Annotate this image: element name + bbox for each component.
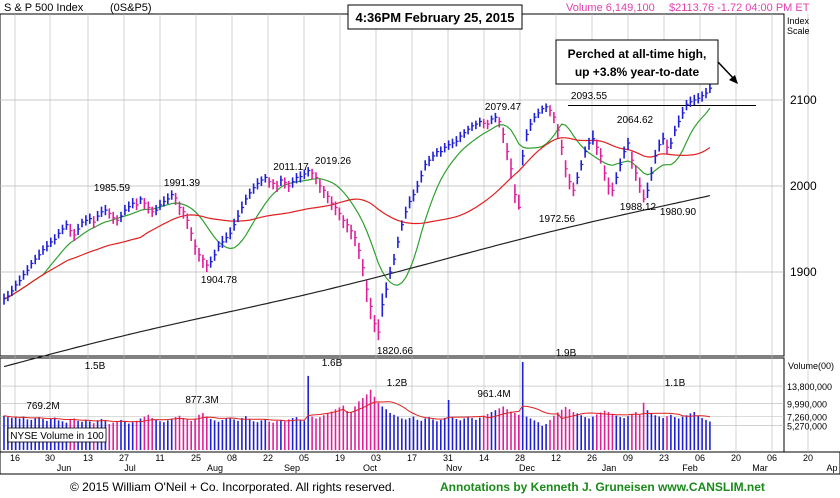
copyright: © 2015 William O'Neil + Co. Incorporated… — [70, 480, 395, 494]
x-day-label: 16 — [10, 453, 20, 463]
x-day-label: 19 — [335, 453, 345, 463]
price-label: 2079.47 — [485, 102, 522, 113]
index-scale-label-2: Scale — [787, 26, 810, 36]
x-month-label: Jul — [124, 463, 136, 473]
x-day-label: 28 — [515, 453, 525, 463]
price-label: 2093.55 — [571, 91, 608, 102]
volume-ma-line — [3, 401, 710, 423]
volume-label: 961.4M — [477, 389, 510, 400]
volume-tick-label: 9,990,000 — [787, 400, 827, 410]
footer: © 2015 William O'Neil + Co. Incorporated… — [0, 476, 840, 498]
volume-label: 769.2M — [26, 401, 59, 412]
x-day-label: 17 — [407, 453, 417, 463]
price-label: 2011.17 — [273, 162, 309, 173]
volume-bars — [3, 362, 711, 450]
y-tick-label: 2100 — [790, 93, 817, 107]
volume-readout: Volume 6,149,100 — [566, 2, 655, 14]
volume-scale-label: Volume(00) — [788, 361, 834, 371]
index-scale-label: Index — [787, 16, 810, 26]
x-month-label: Sep — [284, 463, 300, 473]
annotation-line-1: Perched at all-time high, — [568, 47, 707, 61]
x-day-label: 25 — [191, 453, 201, 463]
stock-chart: 1900 2000 2100 13,800,000 9,990,000 7,260,000… — [0, 0, 840, 476]
volume-tick-label: 7,260,000 — [787, 412, 827, 422]
chart-labels: 1900 2000 2100 13,800,000 9,990,000 7,260,000… — [10, 91, 838, 473]
x-day-label: 30 — [45, 453, 55, 463]
y-tick-label: 1900 — [790, 265, 817, 279]
price-label: 1991.39 — [164, 178, 201, 189]
x-day-label: 14 — [479, 453, 489, 463]
x-month-label: Nov — [446, 463, 463, 473]
x-day-label: 12 — [551, 453, 561, 463]
price-label: 2019.26 — [315, 156, 352, 167]
x-month-label: Jan — [602, 463, 617, 473]
ma-long-line — [3, 195, 711, 368]
price-label: 1988.12 — [620, 202, 657, 213]
grid-lines — [0, 14, 809, 452]
x-day-label: 05 — [299, 453, 309, 463]
timestamp: 4:36PM February 25, 2015 — [356, 10, 515, 25]
price-quote: $2113.76 -1.72 04:00 PM ET — [669, 2, 810, 14]
x-day-label: 11 — [155, 453, 164, 463]
price-label: 1820.66 — [377, 346, 414, 357]
volume-tick-label: 5,270,000 — [787, 422, 827, 432]
volume-label: 1.1B — [665, 378, 686, 389]
x-month-label: Mar — [752, 463, 768, 473]
date-axis — [0, 451, 840, 475]
x-day-label: 08 — [227, 453, 237, 463]
annotation-arrowhead — [729, 75, 738, 84]
annotation-credit: Annotations by Kenneth J. Gruneisen www.… — [440, 480, 765, 494]
x-month-label: Oct — [363, 463, 378, 473]
price-bars — [3, 83, 713, 341]
x-day-label: 13 — [83, 453, 93, 463]
volume-label: 1.5B — [85, 361, 106, 372]
volume-label: 1.9B — [556, 348, 577, 359]
price-label: 2064.62 — [617, 115, 654, 126]
price-label: 1985.59 — [94, 183, 131, 194]
price-label: 1904.78 — [201, 275, 238, 286]
volume-label: 1.6B — [322, 358, 343, 369]
x-day-label: 27 — [119, 453, 129, 463]
index-name: S & P 500 Index — [4, 2, 84, 14]
x-day-label: 31 — [443, 453, 453, 463]
price-label: 1980.90 — [660, 207, 697, 218]
volume-label: 1.2B — [387, 378, 408, 389]
x-day-label: 20 — [803, 453, 813, 463]
y-tick-label: 2000 — [790, 179, 817, 193]
annotation-arrow — [717, 61, 736, 81]
x-day-label: 23 — [659, 453, 669, 463]
x-day-label: 06 — [767, 453, 777, 463]
x-month-label: Jun — [57, 463, 72, 473]
x-month-label: Dec — [519, 463, 536, 473]
timestamp-box — [347, 4, 523, 30]
x-day-label: 22 — [263, 453, 273, 463]
annotation-box — [555, 39, 719, 85]
symbol: (0S&P5) — [110, 2, 152, 14]
x-day-label: 03 — [371, 453, 381, 463]
x-day-label: 20 — [731, 453, 741, 463]
nyse-label-box — [7, 427, 107, 443]
x-month-label: Feb — [682, 463, 698, 473]
volume-label: 877.3M — [185, 395, 218, 406]
x-month-label: Ap — [826, 463, 837, 473]
annotation-line-2: up +3.8% year-to-date — [575, 65, 700, 79]
x-day-label: 26 — [587, 453, 597, 463]
x-month-label: Aug — [207, 463, 223, 473]
x-day-label: 06 — [695, 453, 705, 463]
x-day-label: 09 — [623, 453, 633, 463]
volume-tick-label: 13,800,000 — [787, 382, 832, 392]
price-label: 1972.56 — [539, 214, 576, 225]
nyse-label: NYSE Volume in 100 — [10, 431, 104, 442]
